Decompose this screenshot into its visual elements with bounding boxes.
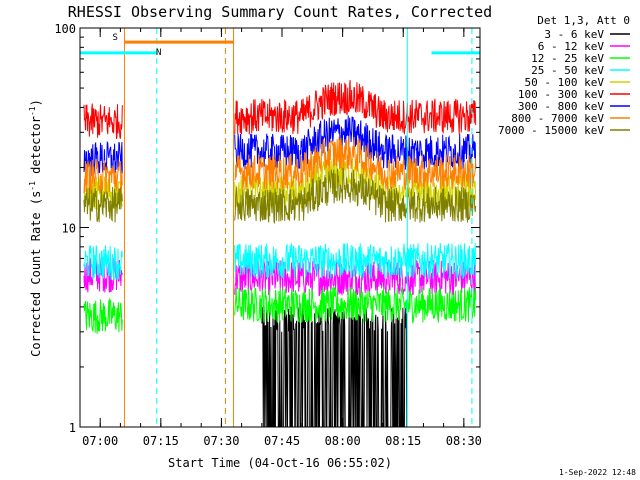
series-line-2-1: [234, 286, 477, 324]
series-line-7-0: [83, 158, 123, 195]
x-axis-ticks: 07:00 07:15 07:30 07:45 08:00 08:15 08:30: [79, 28, 482, 448]
legend-label: 3 - 6 keV: [544, 28, 604, 41]
series-line-5-0: [83, 103, 123, 139]
x-tick-label: 07:45: [264, 434, 300, 448]
y-axis-label: Corrected Count Rate (s-1 detector-1): [28, 99, 43, 357]
x-tick-label: 08:00: [325, 434, 361, 448]
series-line-3-0: [83, 245, 123, 281]
y-tick-label: 10: [62, 222, 76, 236]
y-tick-label: 100: [54, 22, 76, 36]
x-tick-label: 07:15: [143, 434, 179, 448]
legend-label: 100 - 300 keV: [518, 88, 604, 101]
flag-label-1: N: [156, 48, 161, 58]
y-axis-ticks: 100 10 1: [54, 22, 480, 435]
legend-label: 50 - 100 keV: [525, 76, 605, 89]
footer-timestamp: 1-Sep-2022 12:48: [559, 468, 636, 477]
x-tick-label: 08:30: [446, 434, 482, 448]
legend-label: 7000 - 15000 keV: [498, 124, 604, 137]
y-tick-label: 1: [69, 421, 76, 435]
x-tick-label: 08:15: [385, 434, 421, 448]
legend-label: 6 - 12 keV: [538, 40, 605, 53]
x-axis-label: Start Time (04-Oct-16 06:55:02): [168, 456, 392, 470]
series-line-2-0: [83, 297, 123, 334]
series-line-1-1: [234, 258, 477, 297]
series-line-0-0: [261, 306, 408, 428]
series-line-8-0: [83, 186, 123, 223]
series-line-7-1: [234, 135, 477, 190]
plot-area: SN: [79, 28, 480, 428]
x-tick-label: 07:00: [82, 434, 118, 448]
series-line-3-1: [234, 242, 477, 280]
legend-label: 800 - 7000 keV: [511, 112, 604, 125]
legend-title: Det 1,3, Att 0: [537, 14, 630, 27]
series-line-5-1: [234, 80, 477, 135]
legend-label: 300 - 800 keV: [518, 100, 604, 113]
series-line-8-1: [234, 167, 477, 225]
x-tick-label: 07:30: [203, 434, 239, 448]
flag-label-0: S: [112, 33, 117, 43]
chart-title: RHESSI Observing Summary Count Rates, Co…: [68, 3, 492, 21]
legend-label: 25 - 50 keV: [531, 64, 604, 77]
legend-label: 12 - 25 keV: [531, 52, 604, 65]
